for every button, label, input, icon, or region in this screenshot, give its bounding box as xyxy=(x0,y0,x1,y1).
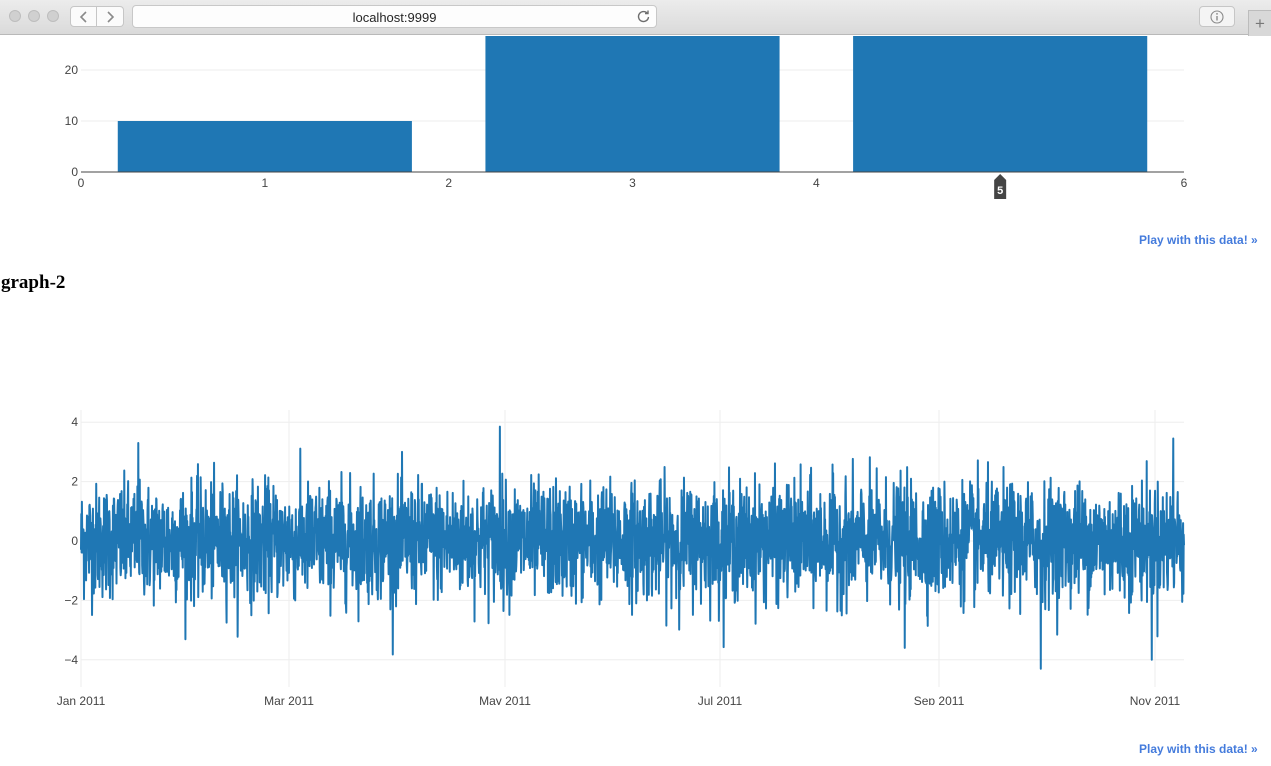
graph-2-heading: graph-2 xyxy=(1,272,66,293)
line-chart-series xyxy=(80,425,1185,670)
x-tick-label: May 2011 xyxy=(479,694,531,705)
y-tick-label: −4 xyxy=(64,653,78,667)
reload-icon[interactable] xyxy=(636,9,651,24)
x-tick-label: Sep 2011 xyxy=(914,694,965,705)
x-tick-label: Nov 2011 xyxy=(1130,694,1181,705)
x-tick-label: Mar 2011 xyxy=(264,694,314,705)
address-bar[interactable]: localhost:9999 xyxy=(132,5,657,28)
hover-flag xyxy=(994,174,1007,199)
bar xyxy=(117,121,412,172)
hover-label: 5 xyxy=(994,174,1007,199)
forward-button[interactable] xyxy=(97,6,124,27)
x-tick-label: 1 xyxy=(261,176,268,190)
zoom-window-button[interactable] xyxy=(47,10,59,22)
minimize-window-button[interactable] xyxy=(28,10,40,22)
chevron-left-icon xyxy=(79,10,87,23)
y-tick-label: 2 xyxy=(71,475,78,489)
bar-chart[interactable]: 010200123456 5 xyxy=(0,36,1271,206)
close-window-button[interactable] xyxy=(9,10,21,22)
info-button[interactable] xyxy=(1199,6,1235,27)
y-tick-label: −2 xyxy=(64,593,78,607)
info-icon xyxy=(1210,9,1224,24)
x-tick-label: 6 xyxy=(1181,176,1188,190)
series-line xyxy=(80,425,1185,670)
play-with-data-link-1[interactable]: Play with this data! » xyxy=(1139,233,1258,247)
browser-toolbar: localhost:9999 + xyxy=(0,0,1271,36)
bar-chart-bars xyxy=(117,36,1148,172)
bar-chart-axes: 010200123456 xyxy=(65,63,1188,190)
plus-icon: + xyxy=(1255,13,1265,33)
x-tick-label: 3 xyxy=(629,176,636,190)
y-tick-label: 20 xyxy=(65,63,79,77)
y-tick-label: 0 xyxy=(71,165,78,179)
x-tick-label: 0 xyxy=(78,176,85,190)
x-tick-label: Jul 2011 xyxy=(698,694,743,705)
new-tab-button[interactable]: + xyxy=(1248,10,1271,36)
back-button[interactable] xyxy=(70,6,97,27)
y-tick-label: 4 xyxy=(71,415,78,429)
line-chart-axes: 4 2 0 −2 −4 Jan 2011 Mar 2011 May 2011 Jul 2011 S… xyxy=(57,415,1181,705)
y-tick-label: 0 xyxy=(71,534,78,548)
line-chart[interactable]: 4 2 0 −2 −4 Jan 2011 Mar 2011 May 2011 Jul 2011 S… xyxy=(0,400,1271,705)
bar xyxy=(485,36,780,172)
url-text: localhost:9999 xyxy=(352,10,437,25)
hover-label-text: 5 xyxy=(997,185,1003,197)
play-with-data-link-2[interactable]: Play with this data! » xyxy=(1139,742,1258,756)
bar xyxy=(853,36,1148,172)
y-tick-label: 10 xyxy=(65,114,79,128)
x-tick-label: 4 xyxy=(813,176,820,190)
chevron-right-icon xyxy=(107,10,115,23)
x-tick-label: 2 xyxy=(445,176,452,190)
x-tick-label: Jan 2011 xyxy=(57,694,106,705)
